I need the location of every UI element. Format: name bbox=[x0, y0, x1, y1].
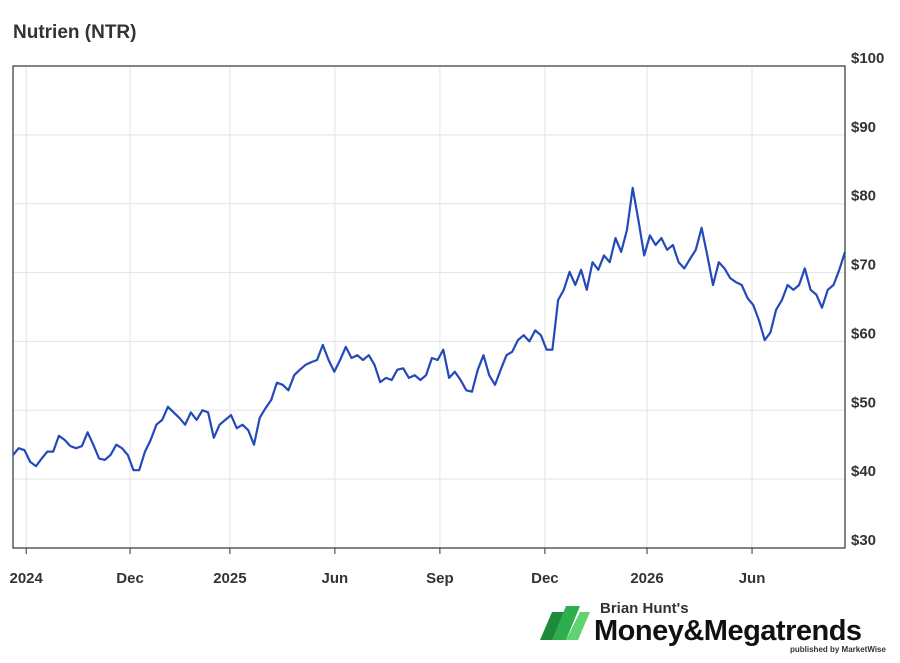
price-line bbox=[12, 186, 847, 472]
x-tick-label: 2026 bbox=[630, 570, 663, 587]
y-tick-label: $60 bbox=[851, 325, 876, 342]
chart-title: Nutrien (NTR) bbox=[13, 22, 136, 43]
plot-border bbox=[12, 65, 846, 549]
y-tick-label: $30 bbox=[851, 532, 876, 549]
logo-publisher: published by MarketWise bbox=[790, 645, 887, 654]
y-tick-label: $70 bbox=[851, 257, 876, 274]
logo-byline: Brian Hunt's bbox=[600, 600, 689, 617]
x-tick-label: Dec bbox=[531, 570, 559, 587]
x-tick-label: Jun bbox=[739, 570, 766, 587]
y-tick-label: $100 bbox=[851, 50, 884, 67]
y-tick-label: $80 bbox=[851, 188, 876, 205]
y-tick-label: $50 bbox=[851, 394, 876, 411]
y-tick-label: $40 bbox=[851, 463, 876, 480]
x-tick-label: Dec bbox=[116, 570, 144, 587]
logo-name: Money&Megatrends bbox=[594, 615, 862, 647]
x-tick-label: Sep bbox=[426, 570, 454, 587]
logo-icon bbox=[540, 606, 590, 640]
x-tick-label: Jun bbox=[322, 570, 349, 587]
y-tick-label: $90 bbox=[851, 119, 876, 136]
x-tick-label: 2025 bbox=[213, 570, 246, 587]
x-tick-label: 2024 bbox=[10, 570, 44, 587]
